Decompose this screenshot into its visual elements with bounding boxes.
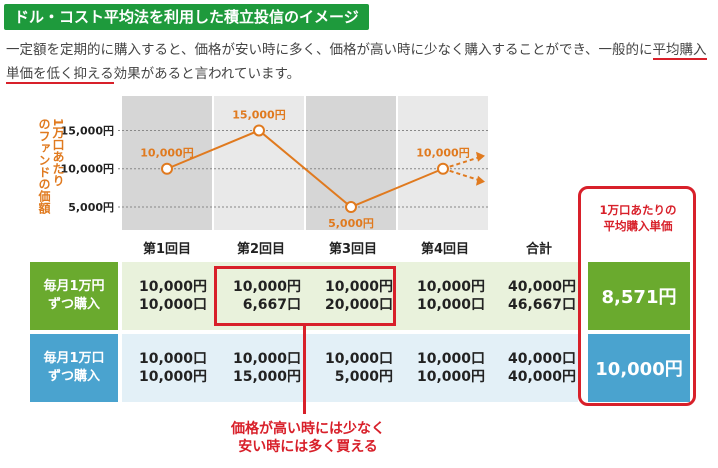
price-chart-svg: 15,000円 10,000円 5,000円 10,000円 15,000円 5,000円…	[61, 96, 490, 230]
cell-units-3: 10,000口 5,000円	[308, 334, 398, 402]
row-head-units-line2: ずつ購入	[47, 369, 100, 384]
cell-yen-total-a: 40,000円	[507, 279, 576, 295]
cell-units-1: 10,000口 10,000円	[122, 334, 212, 402]
cell-units-total-a: 40,000口	[507, 351, 576, 367]
cell-units-3-a: 10,000口	[324, 351, 393, 367]
cell-yen-total: 40,000円 46,667口	[494, 262, 578, 330]
result-label: 1万口あたりの 平均購入単価	[592, 202, 684, 234]
callout-line2: 安い時には多く買える	[238, 439, 378, 455]
chart-series-line	[166, 129, 444, 209]
col-head-4: 第4回目	[420, 242, 470, 257]
cell-yen-4-a: 10,000円	[416, 279, 485, 295]
cell-units-3-b: 5,000円	[334, 369, 393, 385]
result-value-yen: 8,571円	[588, 262, 690, 330]
cell-units-1-a: 10,000口	[138, 351, 207, 367]
row-units-bg	[122, 334, 578, 402]
row-head-yen-line2: ずつ購入	[47, 297, 100, 312]
cell-units-4: 10,000口 10,000円	[400, 334, 490, 402]
cell-yen-1-a: 10,000円	[138, 279, 207, 295]
row-head-yen-line1: 毎月1万円	[43, 279, 105, 294]
chart-point-1	[161, 162, 173, 175]
intro-text-emphasis: 平均購入単価を低く抑える	[6, 42, 707, 84]
chart-arrow-up-head	[476, 151, 485, 162]
chart-ytick-label: 5,000円	[68, 201, 114, 214]
chart-point-label-1: 10,000円	[140, 147, 193, 160]
price-chart: 15,000円 10,000円 5,000円 10,000円 15,000円 5,000円…	[0, 96, 718, 236]
cell-units-total: 40,000口 40,000円	[494, 334, 578, 402]
col-head-total: 合計	[525, 242, 552, 257]
cell-yen-total-b: 46,667口	[507, 297, 576, 313]
cell-yen-3-b: 20,000口	[324, 297, 393, 313]
result-label-line2: 平均購入単価	[603, 219, 673, 233]
chart-arrow-down-head	[476, 175, 485, 186]
cell-yen-4: 10,000円 10,000口	[400, 262, 490, 330]
result-panel	[578, 186, 696, 406]
cell-yen-1: 10,000円 10,000口	[122, 262, 212, 330]
cell-units-total-b: 40,000円	[507, 369, 576, 385]
chart-ylabel-line1: 1万口あたり	[51, 118, 65, 186]
chart-point-label-2: 15,000円	[232, 108, 285, 121]
cell-units-4-b: 10,000円	[416, 369, 485, 385]
cell-units-4-a: 10,000口	[416, 351, 485, 367]
chart-ylabel: 1万口あたり のファンドの価額	[38, 118, 65, 215]
chart-band-2	[214, 96, 304, 230]
cell-yen-2-a: 10,000円	[232, 279, 301, 295]
chart-point-2	[253, 124, 265, 137]
cell-yen-3-a: 10,000円	[324, 279, 393, 295]
intro-text: 一定額を定期的に購入すると、価格が安い時に多く、価格が高い時に少なく購入すること…	[6, 38, 712, 86]
chart-ytick-label: 10,000円	[61, 163, 114, 176]
callout-text: 価格が高い時には少なく 安い時には多く買える	[208, 420, 408, 456]
chart-ylabel-line2: のファンドの価額	[38, 118, 51, 215]
row-head-yen: 毎月1万円ずつ購入	[30, 262, 118, 330]
chart-ytick-label: 15,000円	[61, 124, 114, 137]
page-title: ドル・コスト平均法を利用した積立投信のイメージ	[4, 4, 369, 30]
cell-yen-3: 10,000円 20,000口	[308, 262, 398, 330]
highlight-box	[214, 266, 396, 326]
callout-connector	[303, 326, 306, 414]
chart-point-4	[437, 162, 449, 175]
row-head-units-line1: 毎月1万口	[43, 351, 105, 366]
chart-point-3	[345, 201, 357, 214]
intro-text-after: 効果があると言われています。	[113, 66, 301, 82]
cell-yen-4-b: 10,000口	[416, 297, 485, 313]
cell-yen-2: 10,000円 6,667口	[216, 262, 306, 330]
col-head-3: 第3回目	[328, 242, 378, 257]
col-head-2: 第2回目	[236, 242, 286, 257]
chart-point-label-3: 5,000円	[328, 217, 374, 230]
cell-units-2-a: 10,000口	[232, 351, 301, 367]
cell-units-2-b: 15,000円	[232, 369, 301, 385]
cell-units-1-b: 10,000円	[138, 369, 207, 385]
callout-line1: 価格が高い時には少なく	[231, 421, 385, 437]
intro-text-before: 一定額を定期的に購入すると、価格が安い時に多く、価格が高い時に少なく購入すること…	[6, 42, 653, 58]
result-value-units: 10,000円	[588, 334, 690, 402]
cell-units-2: 10,000口 15,000円	[216, 334, 306, 402]
col-head-1: 第1回目	[142, 242, 192, 257]
cell-yen-2-b: 6,667口	[242, 297, 301, 313]
cell-yen-1-b: 10,000口	[138, 297, 207, 313]
result-label-line1: 1万口あたりの	[599, 203, 677, 217]
chart-point-label-4: 10,000円	[416, 147, 469, 160]
row-yen-bg	[122, 262, 578, 330]
row-head-units: 毎月1万口ずつ購入	[30, 334, 118, 402]
